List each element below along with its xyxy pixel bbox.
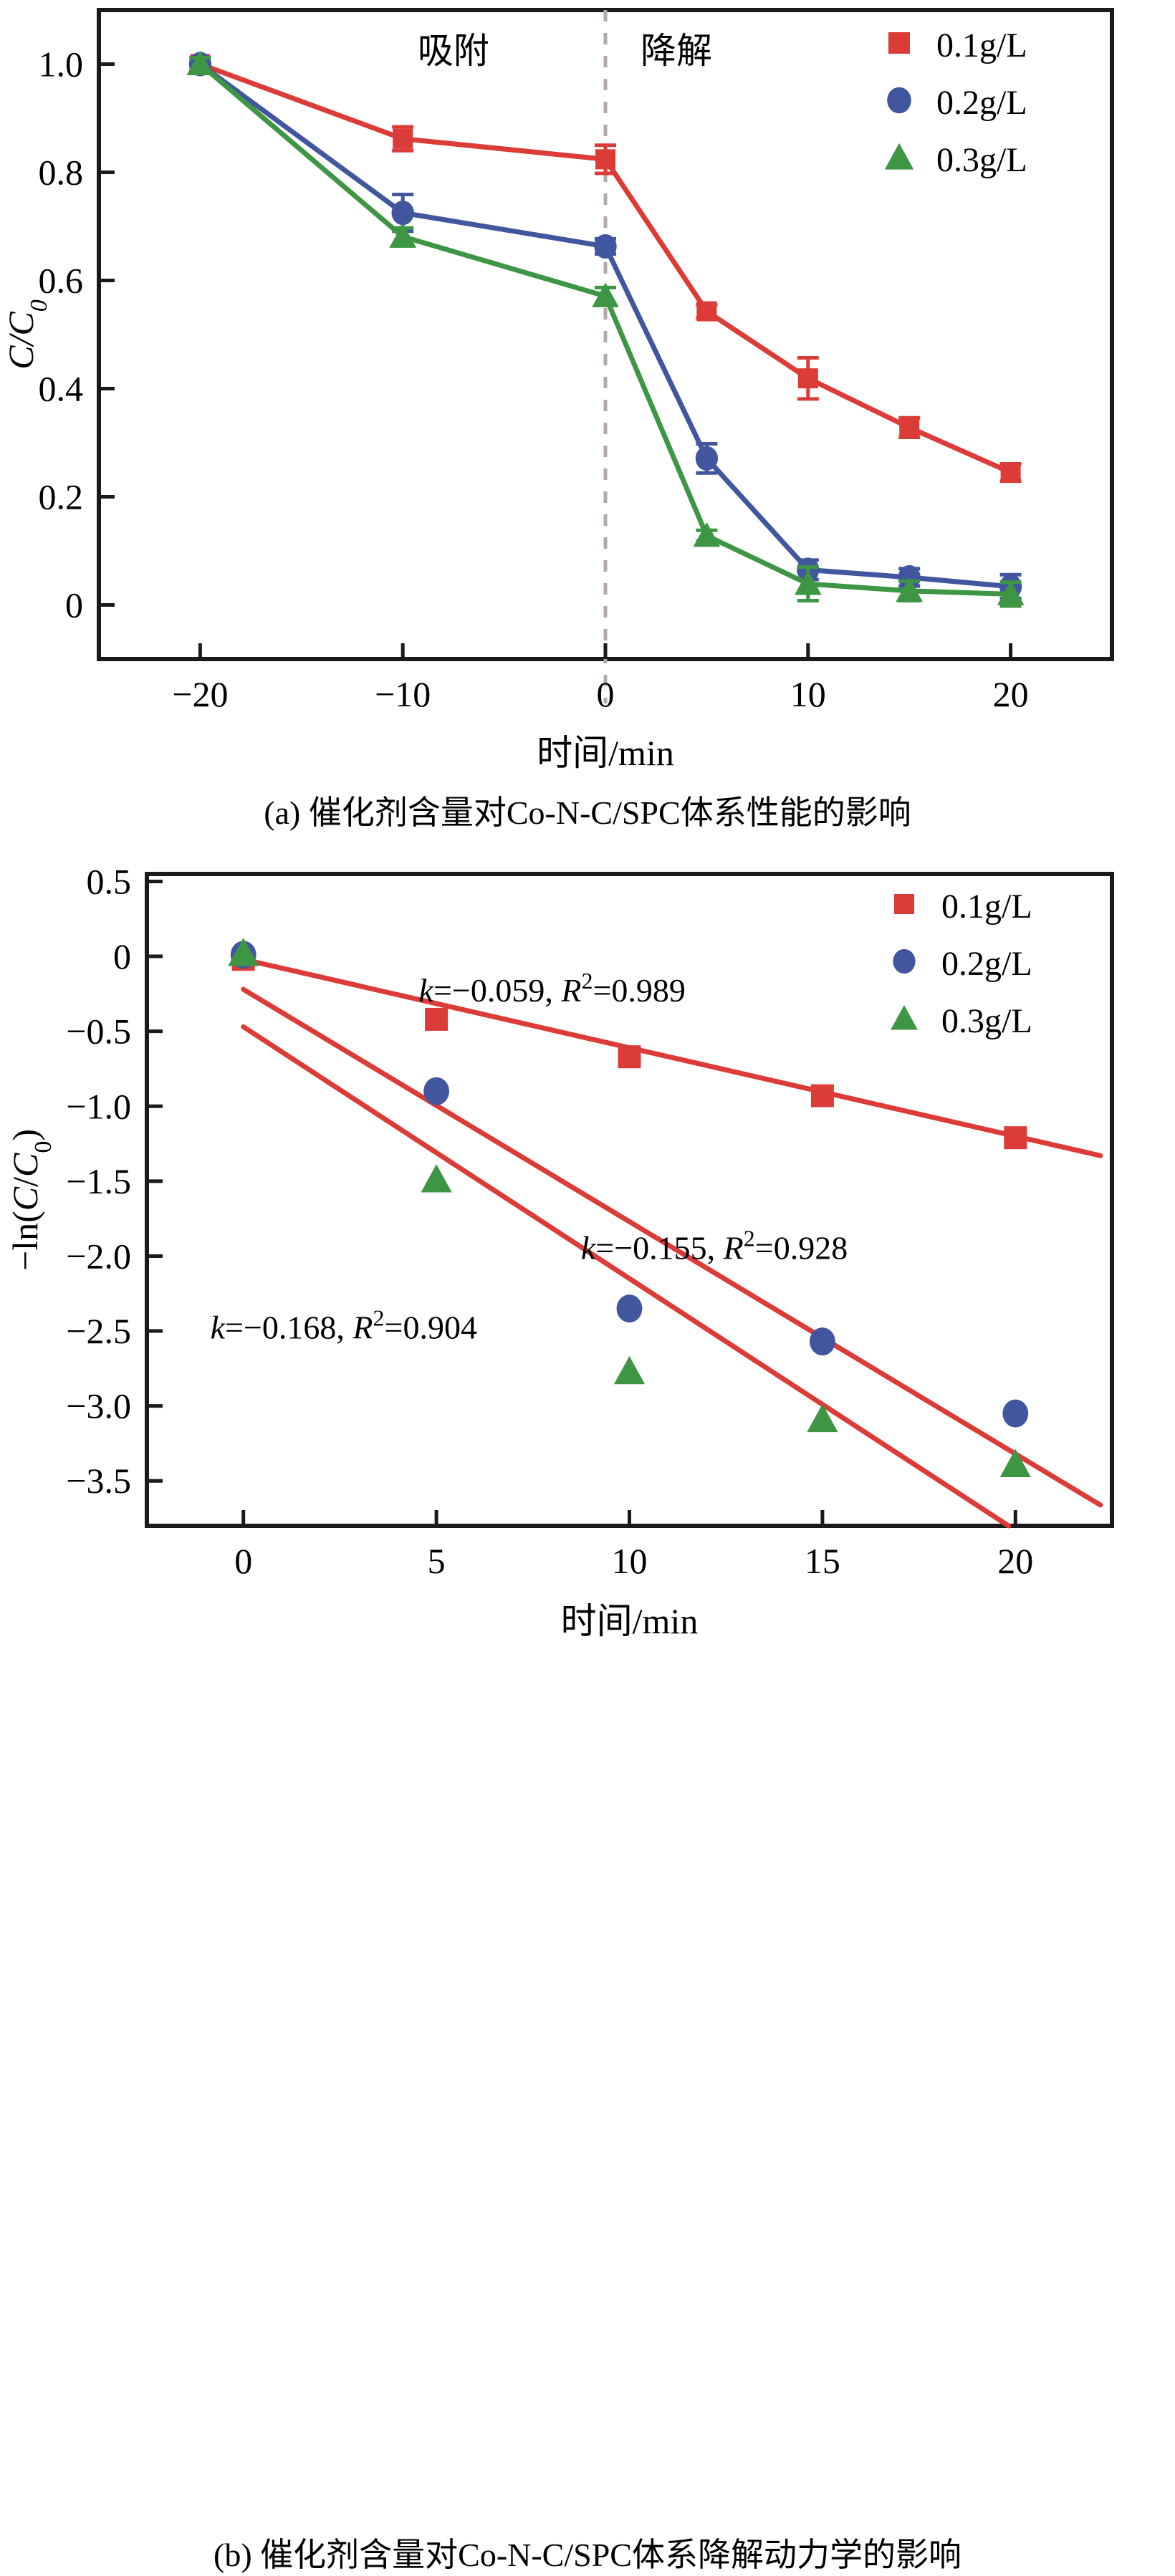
- data-point-0.3g-L: [613, 1355, 646, 1385]
- legend-label-0.1g-L: 0.1g/L: [936, 27, 1027, 64]
- legend-label-0.2g-L: 0.2g/L: [941, 945, 1032, 983]
- x-tick-label: 5: [428, 1541, 446, 1581]
- y-tick-label: 0.6: [39, 261, 84, 301]
- y-tick-label: −0.5: [66, 1011, 131, 1052]
- y-axis-title: C/C0: [1, 299, 52, 370]
- legend-marker-0.1g-L: [894, 894, 914, 914]
- y-tick-label: −2.5: [66, 1311, 131, 1351]
- caption-a: (a) 催化剂含量对Co-N-C/SPC体系性能的影响: [264, 794, 911, 831]
- data-point-0.1g-L: [393, 128, 413, 149]
- x-tick-label: −10: [375, 674, 431, 714]
- data-point-0.1g-L: [595, 149, 615, 170]
- x-tick-label: 10: [612, 1541, 648, 1581]
- data-point-0.2g-L: [423, 1077, 450, 1105]
- y-axis-title: −ln(C/C0): [5, 1129, 57, 1271]
- fit-line-0.2g-L: [241, 986, 1103, 1508]
- legend-marker-0.2g-L: [893, 948, 916, 974]
- data-point-0.2g-L: [695, 446, 719, 471]
- x-axis-title: 时间/min: [561, 1601, 699, 1641]
- x-tick-label: −20: [172, 674, 228, 714]
- y-tick-label: −3.0: [66, 1386, 131, 1426]
- legend-label-0.3g-L: 0.3g/L: [936, 141, 1027, 179]
- data-point-0.3g-L: [999, 1448, 1031, 1477]
- kinetics-annotation-0.2g-L: k=−0.155, R2=0.928: [581, 1226, 848, 1267]
- chart-a-svg: −20 −10 0 10 20 0 0.2 0.4 0.6 0.8 1.0 时间/min C/C0 吸附 降…: [1, 8, 1114, 773]
- legend-label-0.1g-L: 0.1g/L: [941, 888, 1032, 926]
- legend-label-0.2g-L: 0.2g/L: [936, 84, 1027, 122]
- kinetics-annotation-0.3g-L: k=−0.168, R2=0.904: [211, 1305, 477, 1346]
- series-line-0.2g/L: [198, 62, 1011, 590]
- data-point-0.2g-L: [809, 1327, 835, 1356]
- caption-b: (b) 催化剂含量对Co-N-C/SPC体系降解动力学的影响: [214, 2537, 961, 2573]
- y-tick-label: 0.5: [87, 861, 132, 901]
- data-point-0.3g-L: [693, 522, 721, 547]
- plot-area-a: −20 −10 0 10 20 0 0.2 0.4 0.6 0.8 1.0 时间/min C/C0 吸附 降…: [1, 8, 1114, 773]
- x-axis-title: 时间/min: [537, 733, 674, 773]
- zone-label-degradation: 降解: [641, 31, 712, 71]
- fit-line-0.3g-L: [241, 1024, 1012, 1529]
- data-point-0.1g-L: [899, 417, 920, 438]
- data-point-0.3g-L: [421, 1164, 452, 1193]
- chart-b-svg: 0 5 10 15 20 0.5 0 −0.5 −1.0 −1.5 −2.0 −2.5 −3.0 −3.5…: [5, 861, 1114, 1641]
- data-point-0.3g-L: [997, 580, 1025, 605]
- y-tick-label: 0: [113, 936, 131, 976]
- legend-marker-0.3g-L: [884, 143, 914, 170]
- y-tick-label: −1.0: [66, 1086, 131, 1126]
- data-point-0.2g-L: [594, 234, 617, 259]
- data-point-0.1g-L: [696, 301, 717, 322]
- data-point-0.1g-L: [1000, 462, 1021, 483]
- data-point-0.3g-L: [896, 577, 924, 602]
- data-point-0.2g-L: [391, 201, 414, 226]
- data-point-0.3g-L: [389, 223, 417, 248]
- x-tick-label: 0: [234, 1541, 252, 1581]
- data-point-0.3g-L: [794, 570, 822, 595]
- y-tick-label: −1.5: [66, 1161, 131, 1201]
- data-point-0.3g-L: [592, 282, 619, 307]
- zone-label-adsorption: 吸附: [418, 31, 489, 71]
- x-tick-label: 20: [997, 1541, 1033, 1581]
- data-point-0.1g-L: [1004, 1126, 1027, 1150]
- data-point-0.1g-L: [618, 1045, 641, 1069]
- data-point-0.1g-L: [810, 1084, 834, 1107]
- legend-label-0.3g-L: 0.3g/L: [941, 1002, 1032, 1040]
- x-tick-label: 15: [805, 1541, 840, 1581]
- x-tick-label: 20: [993, 674, 1029, 714]
- chart-panel-a: −20 −10 0 10 20 0 0.2 0.4 0.6 0.8 1.0 时间/min C/C0 吸附 降…: [0, 0, 1175, 860]
- fit-line-0.1g-L: [241, 956, 1103, 1158]
- legend-marker-0.3g-L: [891, 1005, 918, 1030]
- data-point-0.1g-L: [797, 368, 818, 389]
- y-tick-label: 0.8: [39, 153, 84, 193]
- chart-panel-b: 0 5 10 15 20 0.5 0 −0.5 −1.0 −1.5 −2.0 −2.5 −3.0 −3.5…: [0, 860, 1175, 2573]
- legend-marker-0.2g-L: [887, 87, 911, 114]
- data-point-0.3g-L: [807, 1403, 838, 1433]
- data-point-0.2g-L: [1002, 1399, 1029, 1428]
- y-tick-label: 0: [65, 585, 83, 625]
- kinetics-annotation-0.1g-L: k=−0.059, R2=0.989: [419, 968, 686, 1009]
- y-tick-label: 1.0: [39, 44, 84, 85]
- y-tick-label: 0.4: [39, 369, 84, 409]
- plot-area-b: 0 5 10 15 20 0.5 0 −0.5 −1.0 −1.5 −2.0 −2.5 −3.0 −3.5…: [5, 861, 1114, 1641]
- data-point-0.2g-L: [616, 1294, 643, 1323]
- data-point-0.3g-L: [228, 938, 259, 966]
- x-tick-label: 0: [597, 674, 615, 714]
- x-tick-label: 10: [790, 674, 826, 714]
- data-point-0.3g-L: [186, 50, 214, 75]
- y-tick-label: 0.2: [39, 477, 84, 517]
- y-tick-label: −3.5: [66, 1461, 131, 1501]
- data-point-0.1g-L: [425, 1007, 449, 1031]
- y-tick-label: −2.0: [66, 1236, 131, 1276]
- legend-marker-0.1g-L: [888, 32, 910, 54]
